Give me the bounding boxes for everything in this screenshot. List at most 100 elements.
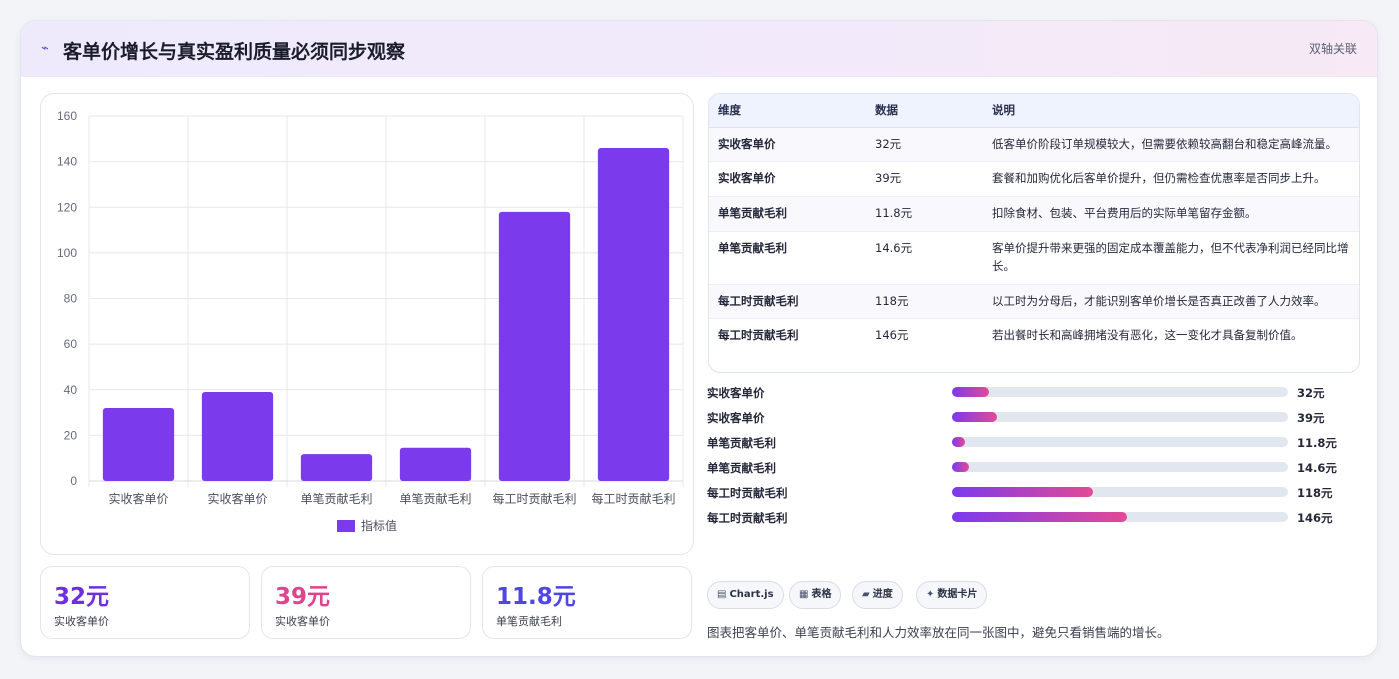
progress-row: 单笔贡献毛利 14.6元 [707,459,1367,484]
trend-icon: ⌁ [41,41,49,56]
y-tick-label: 100 [57,246,77,260]
legend-label: 指标值 [361,518,397,533]
tag-label: 表格 [811,589,832,600]
bar-chart-panel: 0 20 40 60 80 100 120 140 160 实收客单价 实收客单价 单笔贡献毛利 单笔贡… [40,93,694,555]
bar [399,447,472,481]
table-cell: 14.6元 [866,231,983,285]
y-tick-label: 120 [57,200,77,214]
table-cell: 低客单价阶段订单规模较大，但需要依赖较高翻台和稳定高峰流量。 [983,127,1359,163]
y-tick-label: 140 [57,155,77,169]
progress-value: 118元 [1297,486,1333,500]
tag-data-cards[interactable]: ✦ 数据卡片 [916,581,988,609]
progress-row: 实收客单价 32元 [707,384,1367,409]
y-tick-label: 80 [64,292,78,306]
table-icon: ▦ [799,589,809,600]
tag-chartjs[interactable]: ▤ Chart.js [707,581,784,609]
table-cell: 32元 [866,127,983,163]
progress-fill [952,512,1127,522]
kpi-value: 39元 [275,584,331,610]
card-title: 客单价增长与真实盈利质量必须同步观察 [63,41,406,63]
progress-label: 单笔贡献毛利 [707,436,776,450]
table-row: 每工时贡献毛利 118元 以工时为分母后，才能识别客单价增长是否真正改善了人力效… [709,284,1359,320]
column-header: 数据 [866,94,983,128]
progress-label: 每工时贡献毛利 [707,486,788,500]
dual-axis-badge: 双轴关联 [1308,42,1357,56]
bar [201,392,274,481]
table-cell: 单笔贡献毛利 [709,196,866,232]
progress-value: 14.6元 [1297,461,1337,475]
kpi-card: 39元 实收客单价 [261,566,471,639]
table-cell: 每工时贡献毛利 [709,284,866,320]
tag-progress[interactable]: ▰ 进度 [852,581,903,609]
table-cell: 以工时为分母后，才能识别客单价增长是否真正改善了人力效率。 [983,284,1359,320]
progress-row: 单笔贡献毛利 11.8元 [707,434,1367,459]
x-tick-label: 单笔贡献毛利 [399,491,471,506]
progress-track [952,512,1288,522]
y-tick-label: 160 [57,109,77,123]
table-cell: 每工时贡献毛利 [718,328,799,343]
table-cell: 实收客单价 [709,161,866,198]
x-tick-label: 实收客单价 [108,491,168,506]
table-cell: 实收客单价 [709,127,866,163]
table-row: 实收客单价 32元 低客单价阶段订单规模较大，但需要依赖较高翻台和稳定高峰流量。 [709,127,1359,163]
progress-row: 实收客单价 39元 [707,409,1367,434]
progress-track [952,462,1288,472]
table-header-row: 维度 数据 说明 [709,94,1359,128]
table-cell: 39元 [866,161,983,198]
data-table: 维度 数据 说明 实收客单价 32元 低客单价阶段订单规模较大，但需要依赖较高翻… [708,93,1360,373]
table-cell: 客单价提升带来更强的固定成本覆盖能力，但不代表净利润已经同比增长。 [983,231,1359,285]
y-tick-label: 60 [64,337,78,351]
progress-track [952,437,1288,447]
bar [498,211,571,481]
table-row: 实收客单价 39元 套餐和加购优化后客单价提升，但仍需检查优惠率是否同步上升。 [709,161,1359,198]
card-header: ⌁ 客单价增长与真实盈利质量必须同步观察 双轴关联 [21,21,1377,77]
progress-label: 实收客单价 [707,411,765,425]
y-tick-label: 40 [64,383,78,397]
progress-list: 实收客单价 32元 实收客单价 39元 单笔贡献毛利 11.8元 单笔贡献毛利 … [707,384,1367,534]
x-tick-label: 单笔贡献毛利 [300,491,372,506]
bar [597,147,670,481]
dashboard-card: ⌁ 客单价增长与真实盈利质量必须同步观察 双轴关联 0 20 40 60 80 100 12… [20,20,1378,657]
progress-fill [952,462,969,472]
progress-track [952,412,1288,422]
table-cell: 146元 [875,328,909,343]
column-header: 维度 [709,94,866,128]
table-cell: 118元 [866,284,983,320]
bar [300,454,373,481]
y-tick-label: 0 [70,474,77,488]
progress-fill [952,437,966,447]
progress-label: 每工时贡献毛利 [707,511,788,525]
table-row: 单笔贡献毛利 14.6元 客单价提升带来更强的固定成本覆盖能力，但不代表净利润已… [709,231,1359,285]
x-tick-label: 实收客单价 [207,491,267,506]
kpi-value: 32元 [54,584,110,610]
x-tick-label: 每工时贡献毛利 [492,491,576,506]
table-row: 单笔贡献毛利 11.8元 扣除食材、包装、平台费用后的实际单笔留存金额。 [709,196,1359,232]
progress-row: 每工时贡献毛利 146元 [707,509,1367,534]
tag-label: 进度 [872,589,893,600]
kpi-label: 单笔贡献毛利 [496,615,562,628]
y-tick-label: 20 [64,428,78,442]
kpi-card: 32元 实收客单价 [40,566,250,639]
progress-icon: ▰ [862,589,870,600]
progress-fill [952,412,998,422]
column-header: 说明 [983,94,1359,128]
kpi-value: 11.8元 [496,584,576,610]
tag-label: 数据卡片 [937,589,978,600]
tag-table[interactable]: ▦ 表格 [789,581,842,609]
table-cell: 单笔贡献毛利 [709,231,866,285]
progress-track [952,387,1288,397]
table-cell: 若出餐时长和高峰拥堵没有恶化，这一变化才具备复制价值。 [992,328,1303,343]
progress-fill [952,487,1094,497]
bar-chart: 0 20 40 60 80 100 120 140 160 实收客单价 实收客单价 单笔贡献毛利 单笔贡… [57,109,684,533]
chart-footnote: 图表把客单价、单笔贡献毛利和人力效率放在同一张图中，避免只看销售端的增长。 [707,625,1170,640]
chart-icon: ▤ [717,589,727,600]
progress-value: 11.8元 [1297,436,1337,450]
table-cell: 套餐和加购优化后客单价提升，但仍需检查优惠率是否同步上升。 [983,161,1359,198]
progress-label: 单笔贡献毛利 [707,461,776,475]
progress-value: 39元 [1297,411,1325,425]
table-cell: 扣除食材、包装、平台费用后的实际单笔留存金额。 [983,196,1359,232]
progress-track [952,487,1288,497]
tag-label: Chart.js [729,589,774,600]
kpi-label: 实收客单价 [54,615,109,628]
table-row: 每工时贡献毛利 146元 若出餐时长和高峰拥堵没有恶化，这一变化才具备复制价值。 [709,319,1359,353]
